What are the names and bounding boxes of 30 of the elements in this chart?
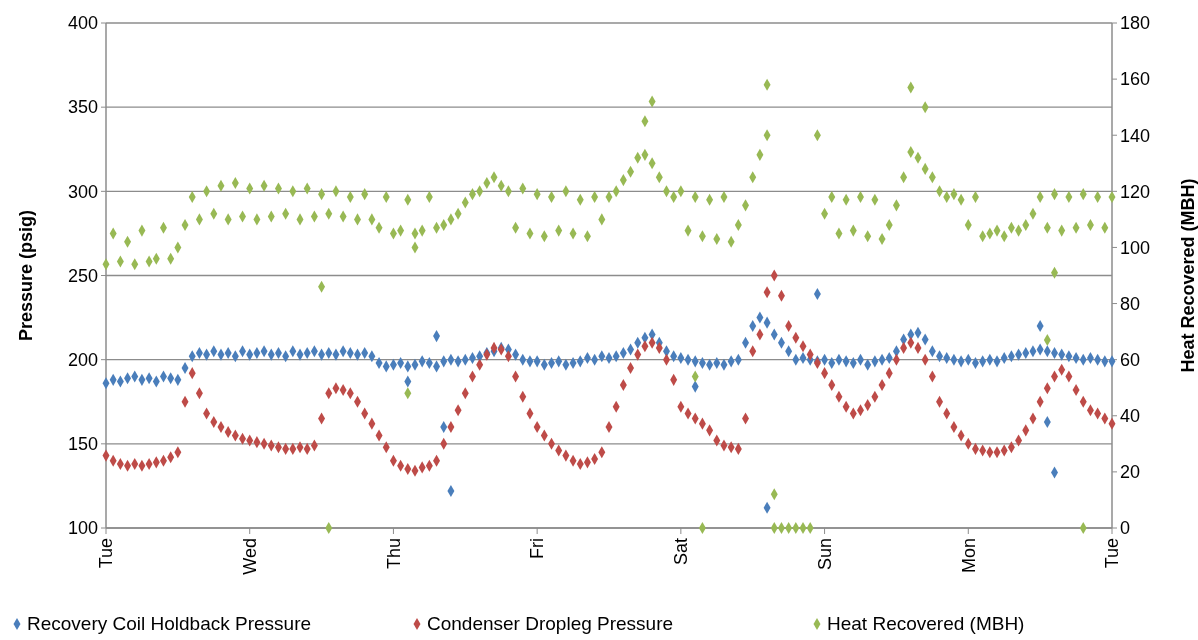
y2-tick-label: 0 [1120, 518, 1131, 539]
y2-axis-title: Heat Recovered (MBH) [1178, 178, 1198, 373]
y2-tick-label: 180 [1120, 13, 1151, 34]
x-tick-label: Fri [527, 538, 548, 559]
x-tick-label: Sat [671, 538, 692, 566]
y2-tick-label: 120 [1120, 181, 1151, 202]
legend-label: Heat Recovered (MBH) [827, 613, 1025, 634]
x-tick-label: Wed [240, 538, 261, 575]
y2-tick-label: 80 [1120, 293, 1141, 314]
y-tick-label: 100 [67, 518, 98, 539]
y-tick-label: 350 [67, 97, 98, 118]
x-tick-label: Tue [1102, 538, 1123, 569]
y2-tick-label: 20 [1120, 462, 1141, 483]
y-tick-label: 200 [67, 349, 98, 370]
y-tick-label: 150 [67, 434, 98, 455]
y2-tick-label: 40 [1120, 406, 1141, 427]
legend-label: Condenser Dropleg Pressure [427, 613, 674, 634]
x-tick-label: Thu [383, 538, 404, 570]
y2-tick-label: 100 [1120, 237, 1151, 258]
x-tick-label: Tue [96, 538, 117, 569]
y-tick-label: 300 [67, 181, 98, 202]
y2-tick-label: 60 [1120, 349, 1141, 370]
y-tick-label: 250 [67, 265, 98, 286]
y-axis-title: Pressure (psig) [16, 209, 36, 342]
legend-label: Recovery Coil Holdback Pressure [27, 613, 312, 634]
x-tick-label: Sun [814, 538, 835, 571]
y-tick-label: 400 [67, 13, 98, 34]
x-tick-label: Mon [958, 538, 979, 574]
y2-tick-label: 140 [1120, 125, 1151, 146]
y2-tick-label: 160 [1120, 69, 1151, 90]
